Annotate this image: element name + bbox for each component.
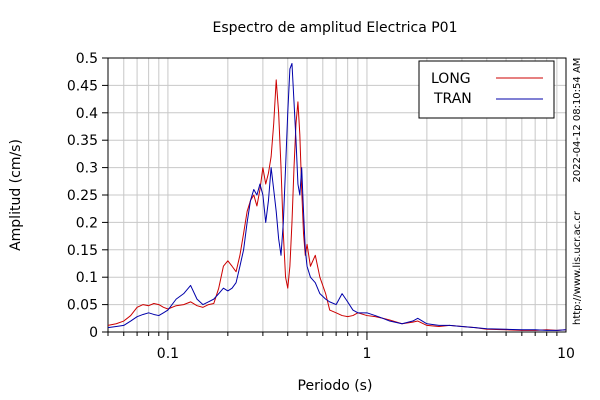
y-tick-label: 0.5	[76, 51, 98, 67]
series-line-long	[107, 79, 567, 331]
y-tick-label: 0.3	[76, 161, 98, 177]
y-tick-label: 0.35	[67, 133, 98, 149]
y-tick-label: 0	[89, 325, 98, 341]
y-tick-label: 0.4	[76, 106, 98, 122]
x-tick-label: 0.1	[157, 346, 179, 362]
x-axis: 0.1 1 10	[107, 332, 575, 362]
series-line-tran	[107, 62, 567, 331]
legend-box	[418, 60, 555, 119]
y-tick-label: 0.05	[67, 298, 98, 314]
y-tick-label: 0.25	[67, 188, 98, 204]
y-tick-label: 0.15	[67, 243, 98, 259]
y-tick-label: 0.1	[76, 270, 98, 286]
x-tick-label: 10	[557, 346, 575, 362]
x-tick-label: 1	[362, 346, 371, 362]
y-axis: 0 0.05 0.1 0.15 0.2 0.25 0.3 0.35 0.4 0.45 0.5	[67, 51, 108, 341]
legend-label-tran: TRAN	[433, 91, 472, 107]
y-tick-label: 0.2	[76, 215, 98, 231]
legend-label-long: LONG	[431, 71, 471, 87]
y-tick-label: 0.45	[67, 78, 98, 94]
x-axis-label: Periodo (s)	[298, 378, 373, 394]
timestamp-label: 2022-04-12 08:10:54 AM	[572, 58, 583, 183]
series-lines	[107, 62, 567, 331]
legend: LONG TRAN	[418, 60, 555, 119]
y-axis-label: Amplitud (cm/s)	[8, 139, 24, 251]
url-label: http://www.lis.ucr.ac.cr	[572, 210, 583, 325]
chart-title: Espectro de amplitud Electrica P01	[213, 20, 458, 36]
